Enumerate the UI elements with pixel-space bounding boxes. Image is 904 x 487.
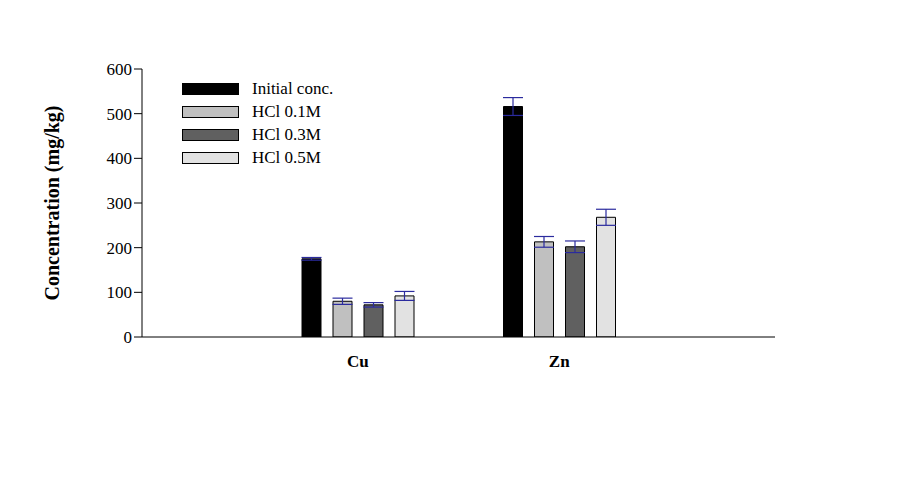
svg-text:Concentration (mg/kg): Concentration (mg/kg)	[41, 106, 64, 301]
svg-text:600: 600	[107, 60, 133, 79]
svg-text:500: 500	[107, 105, 133, 124]
svg-text:400: 400	[107, 149, 133, 168]
svg-text:300: 300	[107, 194, 133, 213]
html-text:HCl 0.1M: HCl 0.1M	[252, 101, 321, 121]
html-text:HCl 0.5M: HCl 0.5M	[252, 147, 321, 167]
svg-text:100: 100	[107, 283, 133, 302]
svg-text:Cu: Cu	[347, 352, 369, 371]
html-text:Initial conc.: Initial conc.	[252, 78, 334, 98]
html-text:HCl 0.3M: HCl 0.3M	[252, 124, 321, 144]
svg-text:0: 0	[124, 328, 133, 347]
svg-text:Zn: Zn	[549, 352, 570, 371]
svg-text:200: 200	[107, 239, 133, 258]
